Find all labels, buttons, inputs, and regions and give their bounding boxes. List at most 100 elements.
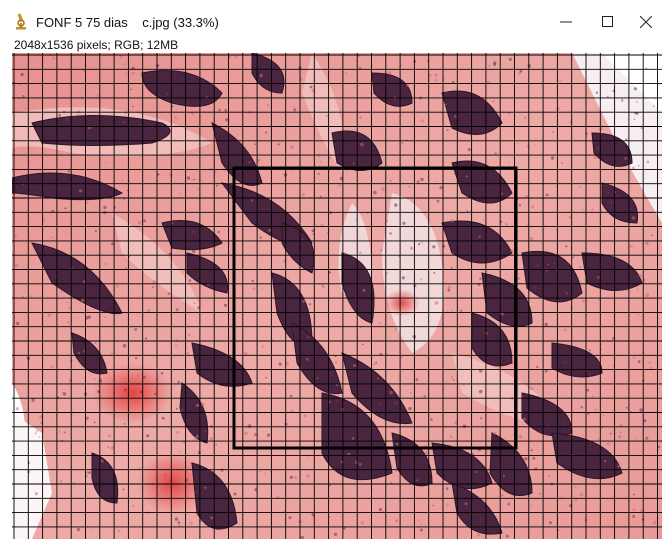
nucleus-dot xyxy=(77,351,80,355)
nucleus-dot xyxy=(545,193,549,197)
nucleus-dot xyxy=(410,392,412,394)
nucleus-dot xyxy=(315,224,317,226)
nucleus-dot xyxy=(98,379,103,383)
nucleus-dot xyxy=(248,161,251,164)
nucleus-dot xyxy=(595,91,599,94)
nucleus-dot xyxy=(619,423,623,427)
nucleus-dot xyxy=(121,179,124,181)
nucleus-dot xyxy=(603,414,605,416)
nucleus-dot xyxy=(311,229,315,233)
nucleus-dot xyxy=(479,369,483,373)
nucleus-dot xyxy=(136,374,140,378)
nucleus-dot xyxy=(511,67,513,69)
nucleus-dot xyxy=(505,534,509,538)
nucleus-dot xyxy=(193,302,196,305)
minimize-button[interactable] xyxy=(546,8,586,34)
nucleus-dot xyxy=(31,398,35,402)
image-canvas[interactable] xyxy=(12,53,662,539)
nucleus-dot xyxy=(648,361,651,364)
nucleus-dot xyxy=(88,471,92,474)
nucleus-dot xyxy=(568,216,572,219)
nucleus-dot xyxy=(145,337,148,340)
nucleus-dot xyxy=(223,303,228,307)
nucleus-dot xyxy=(445,92,448,95)
nucleus-dot xyxy=(25,185,28,187)
nucleus-dot xyxy=(530,449,533,452)
nucleus-dot xyxy=(123,388,127,392)
nucleus-dot xyxy=(395,519,398,523)
nucleus-dot xyxy=(561,495,564,498)
nucleus-dot xyxy=(39,415,43,419)
nucleus-dot xyxy=(338,184,341,187)
nucleus-dot xyxy=(434,301,439,305)
nucleus-dot xyxy=(107,446,110,449)
nucleus-dot xyxy=(132,105,134,108)
nucleus-dot xyxy=(291,170,294,172)
nucleus-dot xyxy=(320,161,322,163)
nucleus-dot xyxy=(359,251,362,254)
nucleus-dot xyxy=(267,103,270,107)
nucleus-dot xyxy=(461,464,463,467)
nucleus-dot xyxy=(167,292,170,295)
nucleus-dot xyxy=(116,284,119,288)
nucleus-dot xyxy=(446,503,449,506)
nucleus-dot xyxy=(49,479,51,481)
nucleus-dot xyxy=(355,219,357,222)
nucleus-dot xyxy=(352,162,355,165)
nucleus-dot xyxy=(125,267,127,269)
nucleus-dot xyxy=(562,422,566,426)
nucleus-dot xyxy=(544,225,546,227)
close-button[interactable] xyxy=(626,8,662,34)
nucleus-dot xyxy=(383,510,385,512)
nucleus-dot xyxy=(132,505,135,508)
maximize-button[interactable] xyxy=(588,8,628,34)
nucleus-dot xyxy=(51,236,54,239)
nucleus-dot xyxy=(548,475,550,478)
nucleus-dot xyxy=(58,114,62,117)
nucleus-dot xyxy=(625,138,628,141)
nucleus-dot xyxy=(395,469,398,472)
nucleus-dot xyxy=(345,72,347,74)
nucleus-dot xyxy=(621,99,624,102)
nucleus-dot xyxy=(67,321,70,324)
nucleus-dot xyxy=(475,470,478,474)
nucleus-dot xyxy=(588,373,591,376)
window-title: FONF 5 75 dias c.jpg (33.3%) xyxy=(36,15,219,30)
nucleus-dot xyxy=(30,295,33,298)
nucleus-dot xyxy=(633,118,636,121)
nucleus-dot xyxy=(89,458,91,460)
nucleus-dot xyxy=(389,232,392,235)
nucleus-dot xyxy=(38,436,41,438)
nucleus-dot xyxy=(305,357,309,361)
nucleus-dot xyxy=(376,377,379,380)
title-bar[interactable]: FONF 5 75 dias c.jpg (33.3%) xyxy=(0,0,662,34)
nucleus-dot xyxy=(362,94,364,96)
nucleus-dot xyxy=(402,221,406,225)
nucleus-dot xyxy=(462,424,467,429)
nucleus-dot xyxy=(290,409,294,413)
nucleus-dot xyxy=(257,158,261,162)
nucleus-dot xyxy=(175,407,178,410)
nucleus-dot xyxy=(531,205,535,209)
nucleus-dot xyxy=(387,71,392,75)
nucleus-dot xyxy=(36,430,38,432)
nucleus-dot xyxy=(612,337,615,340)
nucleus-dot xyxy=(638,274,642,278)
nucleus-dot xyxy=(574,498,578,502)
nucleus-dot xyxy=(177,521,181,524)
nucleus-dot xyxy=(62,392,67,396)
nucleus-dot xyxy=(295,245,297,247)
nucleus-dot xyxy=(123,121,125,124)
nucleus-dot xyxy=(478,235,481,238)
nucleus-dot xyxy=(353,364,356,368)
nucleus-dot xyxy=(420,523,423,526)
nucleus-dot xyxy=(320,223,324,227)
nucleus-dot xyxy=(601,356,603,358)
nucleus-dot xyxy=(292,223,294,225)
nucleus-dot xyxy=(596,146,600,150)
nucleus-dot xyxy=(210,516,214,520)
nucleus-dot xyxy=(616,194,620,198)
nucleus-dot xyxy=(510,249,514,253)
nucleus-dot xyxy=(358,463,362,466)
nucleus-dot xyxy=(436,199,440,203)
